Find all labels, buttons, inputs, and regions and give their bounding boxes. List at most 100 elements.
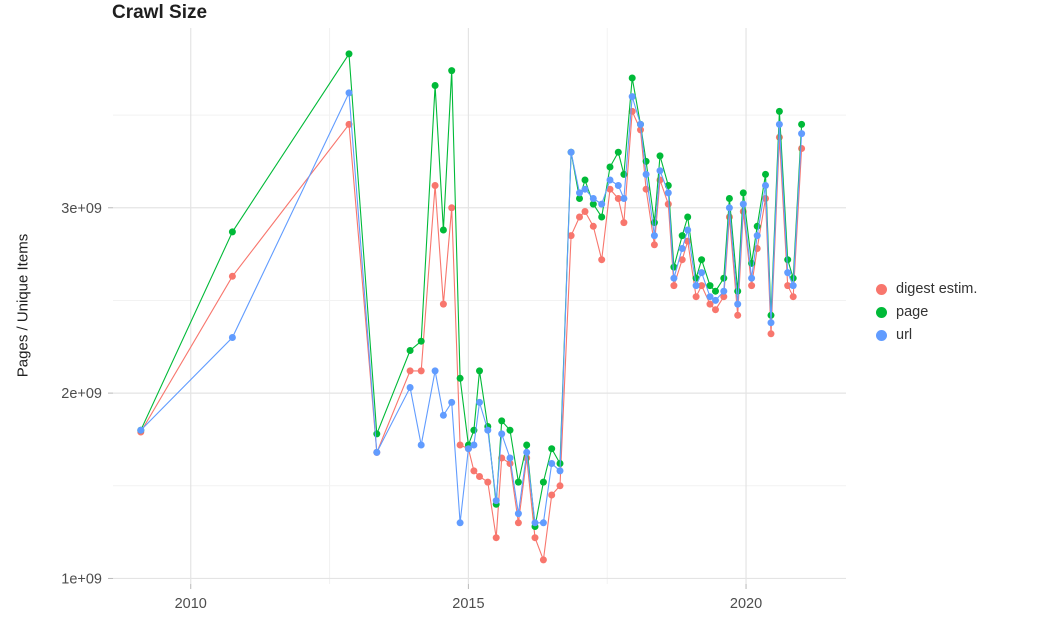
data-point [628, 74, 636, 82]
data-point [664, 200, 672, 208]
data-point [228, 334, 236, 341]
data-point [642, 157, 650, 165]
data-point [439, 226, 447, 234]
data-point [556, 482, 564, 490]
data-point [406, 384, 414, 391]
data-point [456, 374, 464, 382]
x-axis-ticks: 2010 2015 2020 [175, 596, 763, 612]
data-point [484, 478, 492, 486]
data-point [642, 170, 650, 178]
legend: digest estim. page url [876, 281, 977, 343]
data-point [712, 296, 719, 304]
data-point [748, 282, 756, 290]
data-point [431, 82, 439, 89]
data-point [567, 148, 575, 156]
data-point [417, 441, 425, 449]
data-point [598, 256, 606, 264]
data-point [539, 556, 547, 564]
data-point [514, 510, 522, 518]
data-point [373, 430, 381, 438]
data-point [476, 398, 483, 406]
data-point [539, 519, 547, 527]
data-point [712, 287, 719, 295]
data-point [620, 195, 628, 202]
data-point [670, 274, 678, 282]
data-point [767, 330, 775, 338]
data-point [539, 478, 547, 486]
data-point [720, 274, 728, 282]
data-point [439, 411, 447, 419]
data-point [725, 195, 733, 202]
data-point [614, 195, 622, 202]
data-point [228, 228, 236, 236]
data-point [439, 300, 447, 308]
data-point [523, 441, 531, 449]
data-point [470, 467, 478, 475]
data-point [492, 534, 500, 542]
data-point [692, 293, 700, 301]
data-point [712, 306, 719, 314]
data-point [581, 176, 589, 184]
data-point [684, 226, 692, 234]
data-point [228, 272, 236, 280]
data-point [637, 126, 644, 134]
data-point [576, 189, 583, 197]
data-point [506, 426, 514, 434]
data-point [598, 213, 606, 221]
data-point [576, 195, 583, 202]
data-point [734, 311, 742, 319]
data-point [417, 337, 425, 345]
data-point [531, 519, 539, 527]
data-point [589, 200, 597, 208]
gridlines [113, 28, 846, 584]
series-url [137, 89, 806, 527]
series-line [140, 111, 803, 561]
data-point [784, 282, 792, 290]
data-point [753, 232, 761, 240]
x-tick-label: 2020 [730, 596, 762, 612]
series-line [140, 90, 803, 524]
data-point [784, 269, 792, 277]
legend-label-url: url [896, 327, 913, 343]
data-point [567, 232, 575, 240]
data-point [767, 319, 775, 327]
data-point [762, 182, 769, 189]
data-point [739, 189, 747, 197]
data-point [448, 67, 456, 75]
data-point [506, 454, 514, 462]
data-point [706, 282, 714, 290]
data-point [784, 256, 792, 264]
data-point [606, 176, 614, 184]
x-tick-label: 2015 [452, 596, 484, 612]
data-point [406, 347, 414, 354]
x-tick-label: 2010 [175, 596, 207, 612]
data-point [476, 473, 483, 480]
data-point [448, 398, 456, 406]
data-point [456, 441, 464, 449]
legend-item-url: url [876, 327, 977, 343]
data-point [598, 200, 606, 208]
data-point [514, 478, 522, 486]
data-point [637, 120, 644, 128]
data-point [606, 163, 614, 171]
data-point [406, 367, 414, 375]
data-point [734, 287, 742, 295]
data-point [606, 185, 614, 193]
data-point [431, 367, 439, 375]
data-point [798, 130, 806, 138]
data-point [678, 245, 686, 252]
series-line [140, 52, 803, 527]
data-point [706, 300, 714, 308]
data-point [725, 204, 733, 212]
data-point [698, 269, 706, 277]
data-point [798, 120, 806, 128]
data-point [775, 120, 783, 128]
legend-item-page: page [876, 304, 977, 320]
data-point [628, 93, 636, 101]
data-point [589, 222, 597, 230]
legend-label-digest: digest estim. [896, 281, 978, 297]
data-point [775, 107, 783, 115]
data-point [345, 50, 353, 58]
data-point [762, 170, 769, 178]
